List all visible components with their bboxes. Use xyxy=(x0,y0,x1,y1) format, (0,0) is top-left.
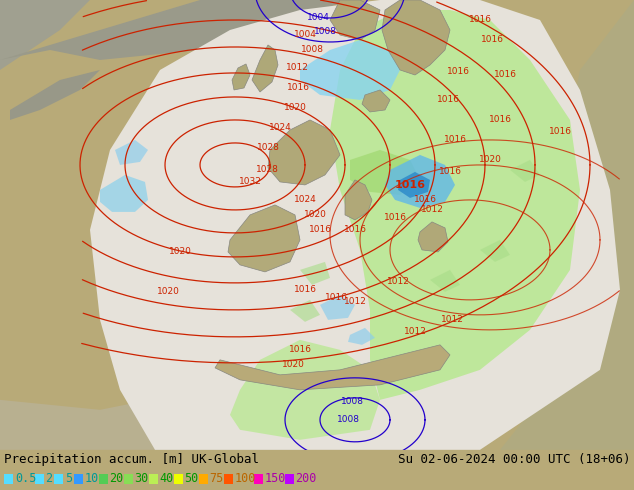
Polygon shape xyxy=(215,345,450,390)
Bar xyxy=(4,474,13,484)
Polygon shape xyxy=(268,120,340,185)
Polygon shape xyxy=(330,10,580,400)
Polygon shape xyxy=(0,0,350,60)
Text: 1016: 1016 xyxy=(288,345,311,354)
Polygon shape xyxy=(228,205,300,272)
Text: 1016: 1016 xyxy=(469,16,491,24)
Bar xyxy=(54,474,63,484)
Text: 20: 20 xyxy=(110,472,124,486)
Polygon shape xyxy=(252,45,278,92)
Text: 1004: 1004 xyxy=(307,14,330,23)
Text: 1016: 1016 xyxy=(394,180,425,190)
Polygon shape xyxy=(300,262,330,285)
Polygon shape xyxy=(0,0,90,70)
Bar xyxy=(34,474,44,484)
Text: 1016: 1016 xyxy=(493,71,517,79)
Bar xyxy=(224,474,233,484)
Text: 1008: 1008 xyxy=(340,397,363,406)
Polygon shape xyxy=(350,150,420,195)
Polygon shape xyxy=(232,64,250,90)
Text: 1016: 1016 xyxy=(444,135,467,145)
Text: 1008: 1008 xyxy=(301,46,323,54)
Text: 1016: 1016 xyxy=(344,225,366,234)
Text: 1012: 1012 xyxy=(404,327,427,336)
Text: 1020: 1020 xyxy=(283,103,306,113)
Text: 100: 100 xyxy=(235,472,256,486)
Text: 0.5: 0.5 xyxy=(15,472,36,486)
Bar xyxy=(124,474,133,484)
Text: 1016: 1016 xyxy=(439,168,462,176)
Polygon shape xyxy=(480,240,510,262)
Text: 2: 2 xyxy=(46,472,53,486)
Text: 1020: 1020 xyxy=(169,247,191,256)
Text: 1020: 1020 xyxy=(304,210,327,220)
Polygon shape xyxy=(382,0,450,75)
Text: 1012: 1012 xyxy=(344,297,366,306)
Text: 1012: 1012 xyxy=(285,64,308,73)
Text: 1016: 1016 xyxy=(481,35,503,45)
Polygon shape xyxy=(348,328,375,345)
Text: 1020: 1020 xyxy=(281,360,304,369)
Polygon shape xyxy=(300,40,400,100)
Polygon shape xyxy=(90,0,620,450)
Polygon shape xyxy=(0,370,400,450)
Bar xyxy=(148,474,157,484)
Text: 1024: 1024 xyxy=(269,123,292,132)
Text: 150: 150 xyxy=(265,472,287,486)
Text: 1028: 1028 xyxy=(256,166,278,174)
Text: 1016: 1016 xyxy=(446,68,470,76)
Text: 1012: 1012 xyxy=(387,277,410,286)
Text: 1028: 1028 xyxy=(257,144,280,152)
Text: 5: 5 xyxy=(65,472,72,486)
Polygon shape xyxy=(100,175,148,212)
Text: 1016: 1016 xyxy=(436,96,460,104)
Text: 1024: 1024 xyxy=(294,196,316,204)
Text: 1016: 1016 xyxy=(489,116,512,124)
Polygon shape xyxy=(362,90,390,112)
Polygon shape xyxy=(430,270,460,292)
Text: 1020: 1020 xyxy=(479,155,501,165)
Polygon shape xyxy=(398,172,430,198)
Text: 1016: 1016 xyxy=(325,294,347,302)
Text: 1008: 1008 xyxy=(313,27,337,36)
Polygon shape xyxy=(10,70,100,120)
Text: 1012: 1012 xyxy=(441,316,463,324)
Text: 1020: 1020 xyxy=(157,287,179,296)
Polygon shape xyxy=(418,222,448,252)
Text: 1016: 1016 xyxy=(384,214,406,222)
Text: 1004: 1004 xyxy=(294,30,316,40)
Bar xyxy=(285,474,294,484)
Polygon shape xyxy=(510,160,540,182)
Text: Su 02-06-2024 00:00 UTC (18+06): Su 02-06-2024 00:00 UTC (18+06) xyxy=(398,453,630,466)
Text: 10: 10 xyxy=(84,472,99,486)
Polygon shape xyxy=(320,295,355,320)
Bar xyxy=(254,474,263,484)
Bar xyxy=(98,474,108,484)
Text: 40: 40 xyxy=(160,472,174,486)
Text: 1016: 1016 xyxy=(294,285,316,294)
Text: 1016: 1016 xyxy=(548,127,571,136)
Text: 200: 200 xyxy=(295,472,317,486)
Text: Precipitation accum. [m] UK-Global: Precipitation accum. [m] UK-Global xyxy=(4,453,259,466)
Polygon shape xyxy=(290,300,320,322)
Text: 30: 30 xyxy=(134,472,149,486)
Polygon shape xyxy=(115,140,148,165)
Polygon shape xyxy=(345,180,372,220)
Text: 50: 50 xyxy=(184,472,198,486)
Text: 1032: 1032 xyxy=(238,177,261,186)
Polygon shape xyxy=(330,0,380,40)
Polygon shape xyxy=(385,155,455,208)
Bar xyxy=(174,474,183,484)
Text: 1016: 1016 xyxy=(309,225,332,234)
Text: 75: 75 xyxy=(209,472,224,486)
Text: 1008: 1008 xyxy=(337,416,359,424)
Bar xyxy=(74,474,82,484)
Text: 1016: 1016 xyxy=(413,196,436,204)
Text: 1012: 1012 xyxy=(420,205,443,215)
Polygon shape xyxy=(230,340,380,440)
Bar xyxy=(198,474,207,484)
Text: 1016: 1016 xyxy=(287,83,309,93)
Polygon shape xyxy=(500,0,634,450)
